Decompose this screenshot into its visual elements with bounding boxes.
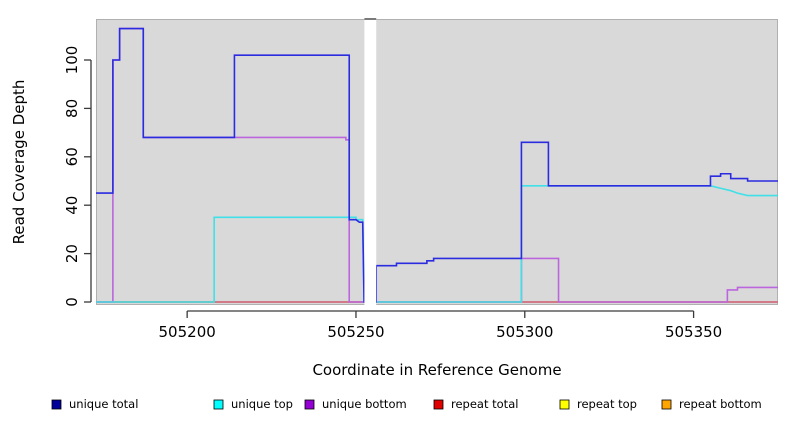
legend-label: unique bottom bbox=[322, 397, 407, 411]
coordinate-gap-top-mark bbox=[364, 18, 377, 20]
legend-label: repeat bottom bbox=[679, 397, 762, 411]
legend-swatch bbox=[661, 399, 672, 410]
legend-item-repeat-total[interactable]: repeat total bbox=[433, 397, 518, 411]
panel-background bbox=[96, 19, 778, 305]
legend-swatch bbox=[213, 399, 224, 410]
y-tick-label: 60 bbox=[63, 147, 81, 166]
axes-group bbox=[90, 60, 694, 312]
legend-item-repeat-bottom[interactable]: repeat bottom bbox=[661, 397, 762, 411]
x-tick-label: 505250 bbox=[327, 323, 384, 341]
legend-label: unique top bbox=[231, 397, 293, 411]
series-group bbox=[96, 27, 778, 303]
x-tick-label: 505350 bbox=[665, 323, 722, 341]
legend-label: repeat total bbox=[451, 397, 518, 411]
legend-swatch bbox=[559, 399, 570, 410]
y-axis-ticks: 0 20 40 60 80 100 bbox=[63, 46, 91, 307]
legend-item-unique-top[interactable]: unique top bbox=[213, 397, 293, 411]
x-axis-ticks: 505200 505250 505300 505350 bbox=[159, 311, 722, 341]
legend-item-unique-total[interactable]: unique total bbox=[51, 397, 138, 411]
legend-item-unique-bottom[interactable]: unique bottom bbox=[304, 397, 407, 411]
plot-panel bbox=[96, 19, 778, 305]
y-axis-title: Read Coverage Depth bbox=[10, 80, 28, 245]
legend-swatch bbox=[433, 399, 444, 410]
x-tick-label: 505200 bbox=[159, 323, 216, 341]
coordinate-gap bbox=[364, 19, 377, 305]
y-tick-label: 100 bbox=[63, 46, 81, 75]
x-axis-title: Coordinate in Reference Genome bbox=[312, 361, 561, 379]
y-tick-label: 80 bbox=[63, 99, 81, 118]
legend-item-repeat-top[interactable]: repeat top bbox=[559, 397, 637, 411]
y-tick-label: 0 bbox=[63, 297, 81, 307]
legend-swatch bbox=[304, 399, 315, 410]
x-tick-label: 505300 bbox=[496, 323, 553, 341]
y-tick-label: 20 bbox=[63, 244, 81, 263]
series-line-unique-total bbox=[96, 27, 778, 303]
legend: unique total unique top unique bottom repea… bbox=[51, 397, 762, 411]
legend-swatch bbox=[51, 399, 62, 410]
legend-label: unique total bbox=[69, 397, 138, 411]
legend-label: repeat top bbox=[577, 397, 637, 411]
y-tick-label: 40 bbox=[63, 196, 81, 215]
panel-border bbox=[96, 19, 778, 305]
